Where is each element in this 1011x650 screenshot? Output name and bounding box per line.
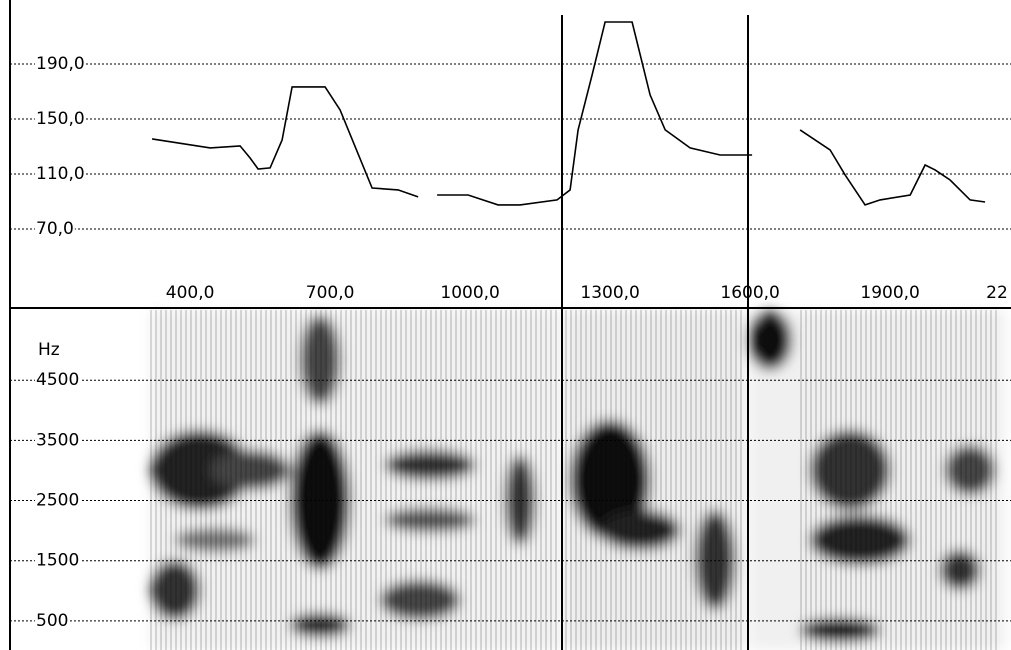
x-tick-label: 700,0 — [306, 283, 355, 303]
y-tick-label: 190,0 — [36, 54, 85, 74]
y-tick-label: 3500 — [36, 430, 79, 450]
y-tick-label: 1500 — [36, 551, 79, 571]
y-tick-label: 2500 — [36, 491, 79, 511]
y-tick-label: 150,0 — [36, 109, 85, 129]
y-tick-label: 70,0 — [36, 219, 74, 239]
y-axis-label: Hz — [38, 340, 60, 360]
y-tick-label: 500 — [36, 611, 68, 631]
y-tick-label: 110,0 — [36, 164, 85, 184]
label-background — [35, 550, 81, 571]
x-tick-label: 1600,0 — [720, 283, 779, 303]
label-background — [35, 218, 75, 239]
x-tick-label: 1900,0 — [860, 283, 919, 303]
y-tick-label: 4500 — [36, 370, 79, 390]
label-background — [35, 53, 86, 74]
label-background — [35, 370, 81, 391]
label-background — [35, 430, 81, 451]
spectrogram-striations — [565, 310, 745, 650]
label-background — [35, 163, 86, 184]
pitch-line — [151, 21, 986, 206]
x-tick-label: 22 — [986, 283, 1008, 303]
spectrogram-striations — [150, 310, 560, 650]
x-tick-label: 1000,0 — [440, 283, 499, 303]
label-background — [35, 610, 70, 631]
label-background — [35, 490, 81, 511]
spectrogram-striations — [800, 310, 1000, 650]
x-tick-label: 400,0 — [166, 283, 215, 303]
x-tick-label: 1300,0 — [580, 283, 639, 303]
label-background — [35, 108, 86, 129]
